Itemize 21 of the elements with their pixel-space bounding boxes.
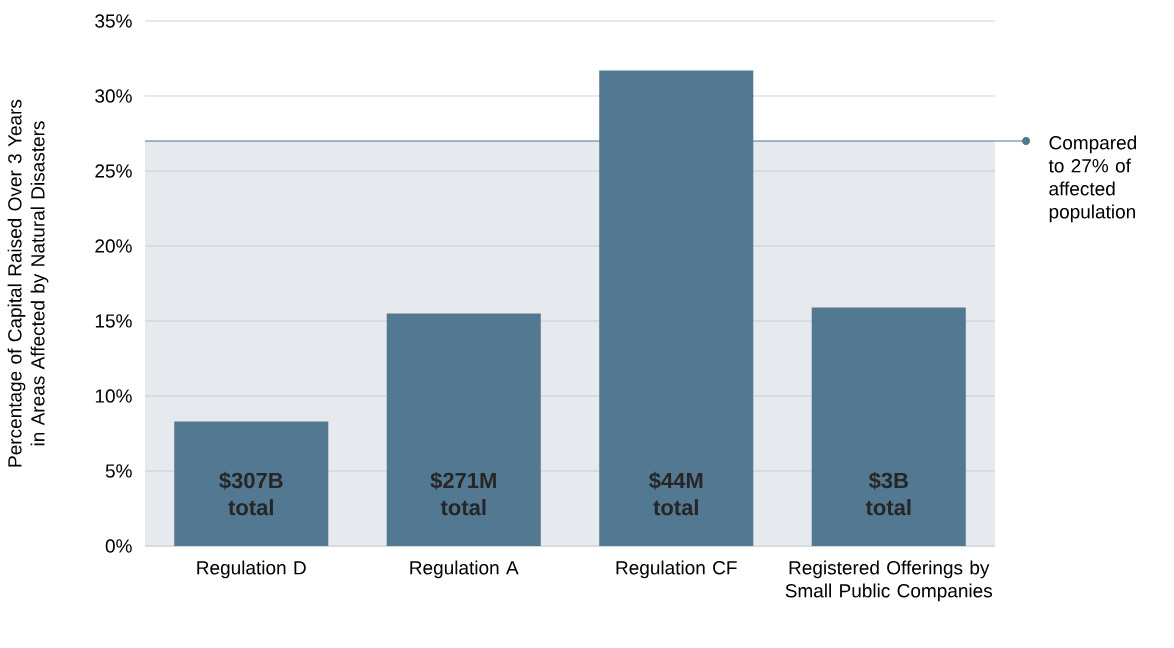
x-tick-label: Regulation CF: [616, 560, 737, 579]
bar: [174, 421, 329, 546]
y-tick-label: 10%: [95, 389, 132, 403]
legend-label: Compared to 27% of affected population: [1048, 135, 1137, 223]
annotation: $3B total: [865, 471, 911, 516]
y-tick-label: 5%: [105, 464, 132, 478]
annotation: $271M total: [430, 471, 496, 516]
y-tick-label: 30%: [95, 89, 132, 103]
annotation: $307B total: [219, 471, 283, 516]
y-tick-label: 35%: [95, 14, 132, 28]
bar: [811, 307, 966, 546]
y-tick-label: 20%: [95, 239, 132, 253]
x-tick-label: Registered Offerings by Small Public Companies: [785, 560, 993, 602]
y-tick-label: 0%: [105, 539, 132, 553]
y-tick-label: 25%: [95, 164, 132, 178]
y-tick-label: 15%: [95, 314, 132, 328]
x-tick-label: Regulation D: [197, 560, 306, 579]
bar: [386, 313, 541, 546]
x-tick-label: Regulation A: [410, 560, 519, 579]
y-axis-title: Percentage of Capital Raised Over 3 Years in Areas Affected by Natural Disasters: [7, 99, 49, 467]
annotation: $44M total: [649, 471, 703, 516]
